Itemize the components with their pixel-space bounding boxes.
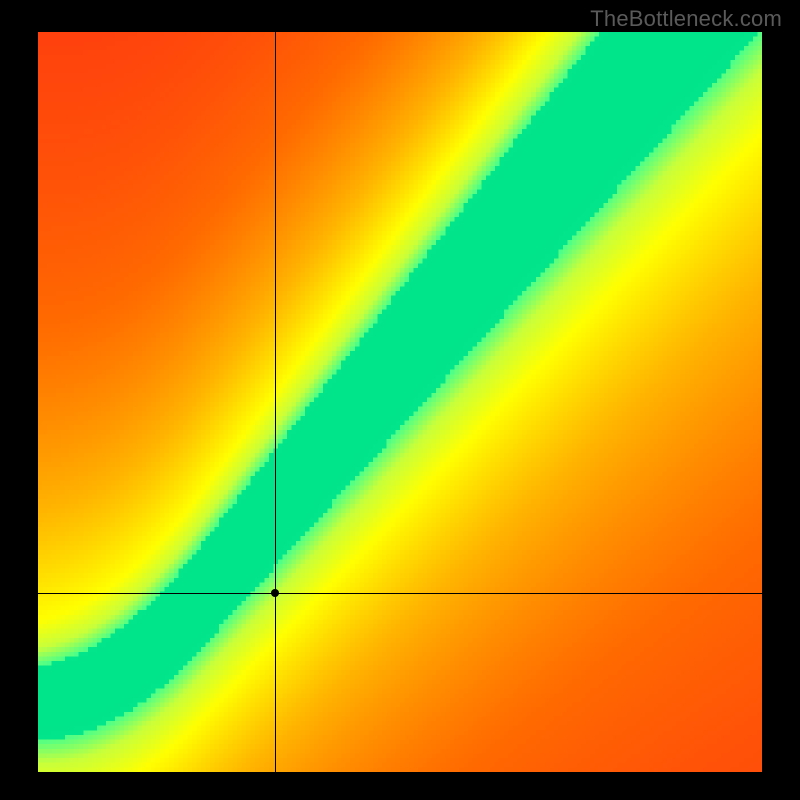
watermark-text: TheBottleneck.com [590,6,782,32]
heatmap-plot [38,32,762,772]
heatmap-canvas [38,32,762,772]
crosshair-vertical [275,32,276,772]
crosshair-dot [271,589,279,597]
crosshair-horizontal [38,593,762,594]
